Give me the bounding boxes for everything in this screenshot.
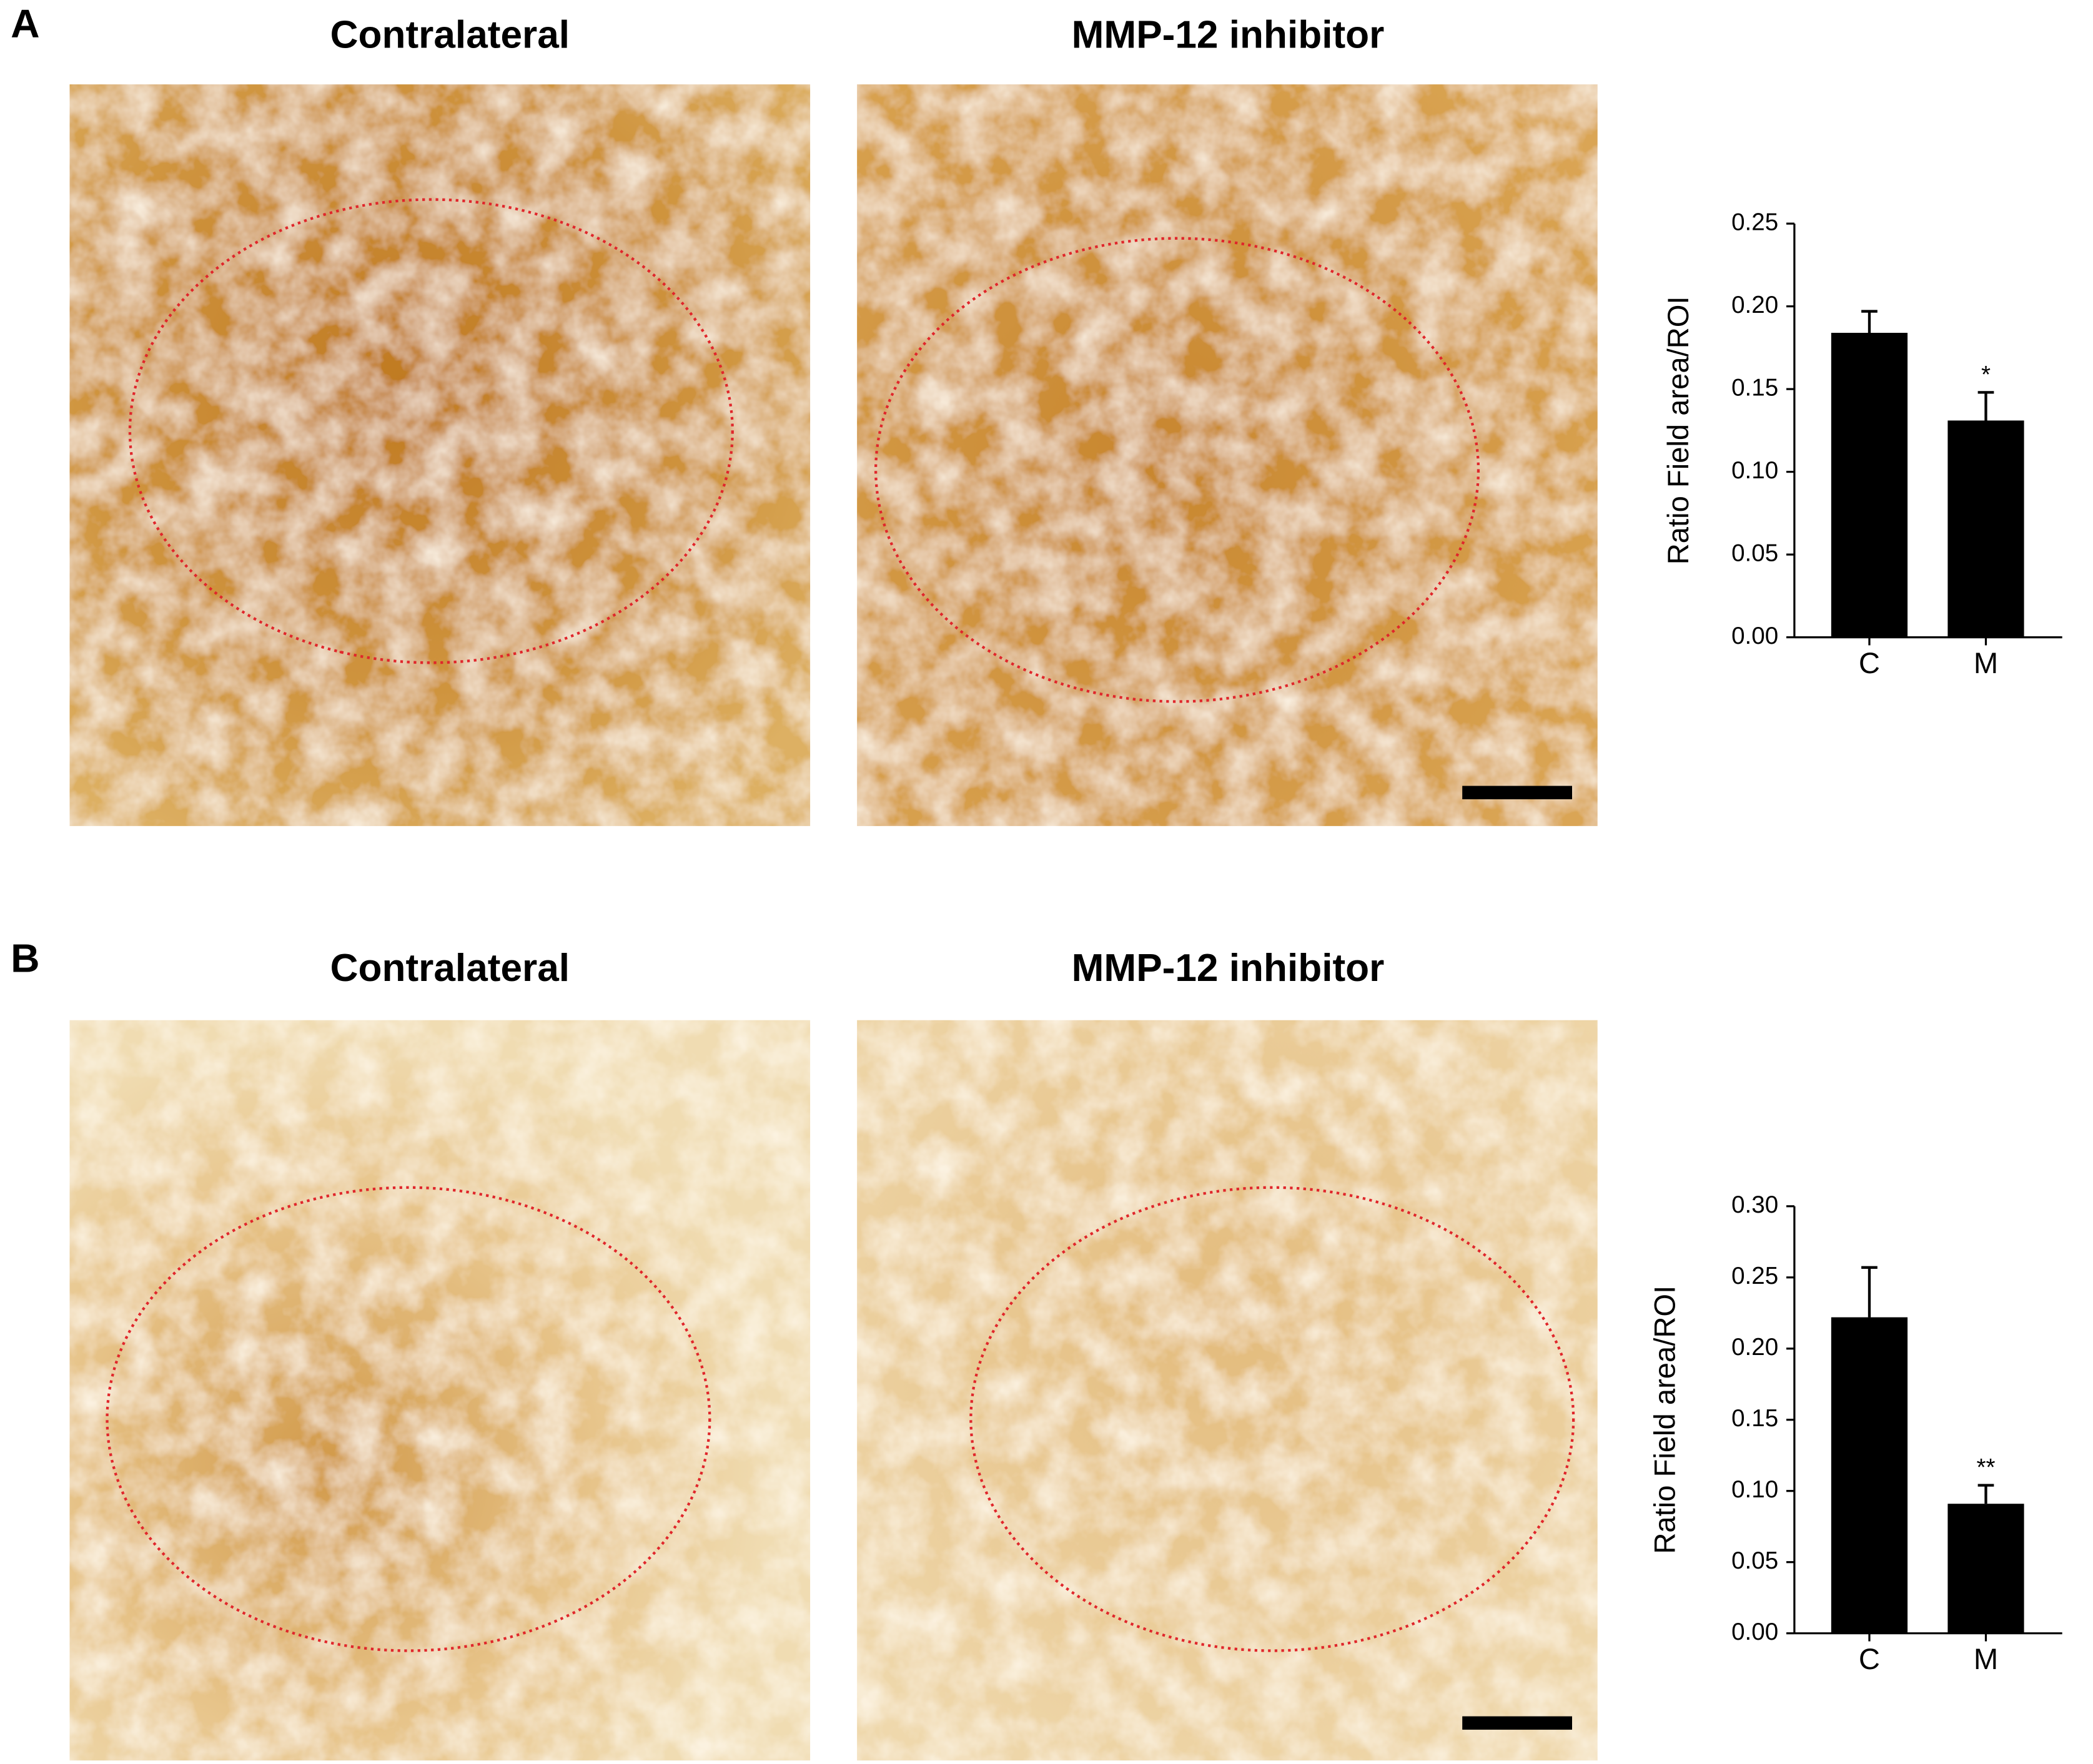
y-tick-label: 0.05 <box>1731 540 1778 566</box>
panel-label: B <box>11 935 39 980</box>
roi-ellipse <box>106 1186 711 1652</box>
image-title: MMP-12 inhibitor <box>1072 14 1385 57</box>
roi-ellipse <box>128 198 734 664</box>
y-tick-label: 0.00 <box>1731 623 1778 649</box>
y-axis-label: Ratio Field area/ROI <box>1661 296 1695 564</box>
x-tick-label: M <box>1974 1642 1998 1675</box>
y-tick-label: 0.25 <box>1731 209 1778 235</box>
roi-ellipse <box>874 237 1480 703</box>
significance-marker: * <box>1981 362 1991 388</box>
micrograph <box>69 84 811 826</box>
bar-chart: 0.00 0.05 0.10 0.15 0.20 0.25 Ratio Field area… <box>1661 209 2062 679</box>
y-tick-label: 0.15 <box>1731 374 1778 401</box>
y-tick-label: 0.00 <box>1731 1619 1778 1645</box>
bar-chart: 0.00 0.05 0.10 0.15 0.20 0.25 0.30 Ratio Field … <box>1648 1191 2062 1675</box>
panel-label: A <box>11 1 39 46</box>
y-tick-label: 0.15 <box>1731 1405 1778 1432</box>
significance-marker: ** <box>1976 1454 1995 1481</box>
y-tick-label: 0.05 <box>1731 1547 1778 1574</box>
y-tick-label: 0.20 <box>1731 292 1778 318</box>
x-tick-label: M <box>1974 646 1998 679</box>
micrograph <box>857 1020 1598 1761</box>
y-tick-label: 0.10 <box>1731 1476 1778 1503</box>
image-title: Contralateral <box>330 947 570 990</box>
scale-bar <box>1462 786 1573 800</box>
micrograph <box>69 1020 811 1761</box>
bar <box>1831 332 1908 638</box>
y-tick-label: 0.20 <box>1731 1334 1778 1361</box>
x-tick-label: C <box>1859 1642 1880 1675</box>
bar <box>1947 1504 2024 1633</box>
bar <box>1947 420 2024 638</box>
panel-a: A Contralateral MMP-12 inhibitor <box>11 1 1598 826</box>
image-title: Contralateral <box>330 14 570 57</box>
y-tick-label: 0.10 <box>1731 457 1778 484</box>
x-tick-label: C <box>1859 646 1880 679</box>
roi-ellipse <box>969 1186 1575 1652</box>
scale-bar <box>1462 1716 1573 1730</box>
y-axis-label: Ratio Field area/ROI <box>1648 1286 1681 1554</box>
image-title: MMP-12 inhibitor <box>1072 947 1385 990</box>
bar <box>1831 1317 1908 1633</box>
panel-b: B Contralateral MMP-12 inhibitor <box>11 935 1598 1761</box>
micrograph <box>857 84 1598 826</box>
y-tick-label: 0.30 <box>1731 1191 1778 1218</box>
y-tick-label: 0.25 <box>1731 1263 1778 1289</box>
